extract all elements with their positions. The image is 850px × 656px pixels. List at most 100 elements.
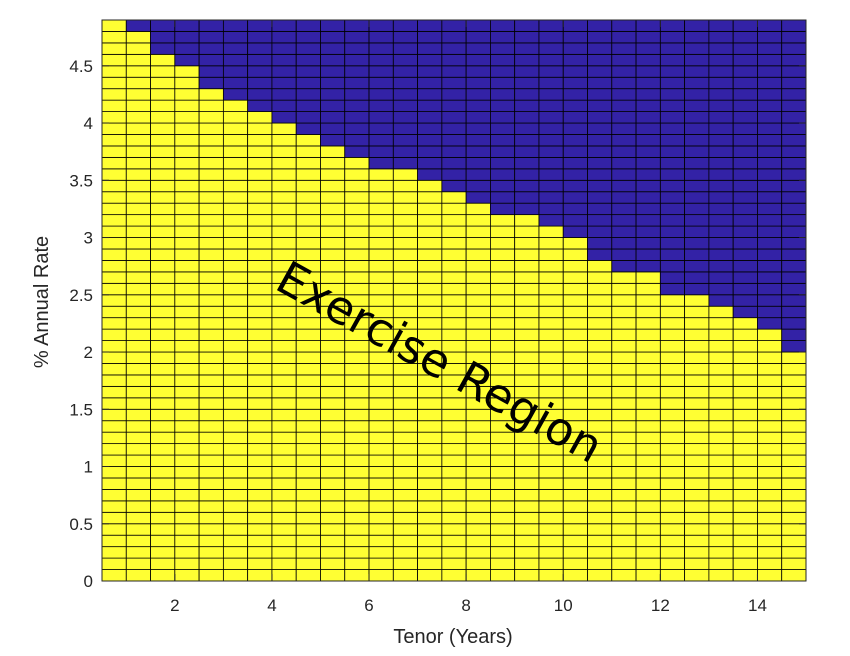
- hold-cell: [538, 214, 564, 227]
- exercise-cell: [465, 477, 491, 490]
- hold-cell: [562, 111, 588, 124]
- exercise-cell: [150, 76, 176, 90]
- exercise-cell: [198, 340, 224, 353]
- exercise-cell: [562, 328, 588, 341]
- hold-cell: [757, 260, 783, 273]
- hold-cell: [684, 145, 710, 158]
- exercise-cell: [732, 546, 758, 559]
- exercise-cell: [344, 546, 370, 559]
- exercise-cell: [222, 443, 249, 456]
- hold-cell: [514, 179, 540, 193]
- exercise-cell: [611, 271, 637, 284]
- exercise-cell: [344, 225, 370, 238]
- hold-cell: [441, 122, 467, 135]
- hold-cell: [684, 65, 710, 78]
- hold-cell: [781, 260, 807, 273]
- exercise-cell: [538, 466, 564, 479]
- hold-cell: [514, 76, 540, 90]
- exercise-cell: [392, 546, 418, 559]
- hold-cell: [587, 42, 613, 55]
- exercise-cell: [417, 305, 443, 319]
- hold-cell: [490, 179, 516, 193]
- hold-cell: [684, 202, 710, 216]
- exercise-cell: [222, 191, 249, 204]
- exercise-cell: [368, 237, 394, 250]
- exercise-cell: [635, 282, 661, 296]
- exercise-cell: [247, 328, 273, 341]
- hold-cell: [684, 42, 710, 55]
- hold-cell: [781, 31, 807, 44]
- exercise-cell: [635, 569, 661, 582]
- exercise-cell: [222, 111, 249, 124]
- exercise-cell: [732, 511, 758, 525]
- hold-cell: [441, 168, 467, 181]
- hold-cell: [732, 248, 758, 261]
- exercise-cell: [562, 317, 588, 330]
- exercise-cell: [198, 397, 224, 410]
- exercise-cell: [222, 282, 249, 296]
- exercise-cell: [247, 248, 273, 261]
- hold-cell: [320, 88, 346, 101]
- exercise-cell: [150, 500, 176, 513]
- exercise-cell: [538, 328, 564, 341]
- x-tick-label: 10: [554, 596, 573, 615]
- exercise-cell: [465, 420, 491, 433]
- exercise-cell: [222, 145, 249, 158]
- exercise-cell: [247, 305, 273, 319]
- exercise-cell: [732, 385, 758, 399]
- exercise-cell: [514, 546, 540, 559]
- exercise-cell: [635, 305, 661, 319]
- exercise-cell: [538, 546, 564, 559]
- hold-cell: [465, 53, 491, 67]
- exercise-cell: [320, 500, 346, 513]
- exercise-cell: [538, 271, 564, 284]
- exercise-cell: [538, 305, 564, 319]
- hold-cell: [465, 134, 491, 147]
- exercise-cell: [392, 248, 418, 261]
- exercise-cell: [392, 260, 418, 273]
- exercise-cell: [198, 454, 224, 467]
- hold-cell: [490, 99, 516, 112]
- exercise-cell: [392, 569, 418, 582]
- hold-cell: [368, 99, 394, 112]
- exercise-cell: [174, 248, 200, 261]
- exercise-cell: [708, 317, 734, 330]
- exercise-cell: [684, 351, 710, 364]
- hold-cell: [247, 19, 273, 32]
- exercise-cell: [271, 363, 297, 376]
- exercise-cell: [271, 168, 297, 181]
- exercise-cell: [174, 168, 200, 181]
- hold-cell: [781, 53, 807, 67]
- exercise-cell: [611, 340, 637, 353]
- exercise-cell: [222, 397, 249, 410]
- hold-cell: [659, 156, 686, 170]
- exercise-cell: [295, 145, 321, 158]
- hold-cell: [781, 271, 807, 284]
- exercise-cell: [368, 500, 394, 513]
- exercise-cell: [490, 214, 516, 227]
- exercise-cell: [125, 134, 151, 147]
- exercise-cell: [344, 523, 370, 536]
- exercise-cell: [490, 569, 516, 582]
- hold-cell: [708, 42, 734, 55]
- exercise-cell: [514, 340, 540, 353]
- exercise-cell: [441, 477, 467, 490]
- hold-cell: [708, 225, 734, 238]
- exercise-cell: [150, 511, 176, 525]
- exercise-cell: [708, 534, 734, 548]
- exercise-cell: [562, 477, 588, 490]
- exercise-cell: [271, 557, 297, 570]
- exercise-cell: [174, 523, 200, 536]
- hold-cell: [465, 168, 491, 181]
- exercise-cell: [514, 454, 540, 467]
- exercise-cell: [125, 145, 151, 158]
- exercise-cell: [174, 408, 200, 422]
- hold-cell: [320, 42, 346, 55]
- exercise-cell: [732, 397, 758, 410]
- exercise-cell: [465, 443, 491, 456]
- exercise-cell: [611, 328, 637, 341]
- exercise-cell: [781, 363, 807, 376]
- hold-cell: [222, 65, 249, 78]
- exercise-cell: [708, 397, 734, 410]
- exercise-cell: [247, 145, 273, 158]
